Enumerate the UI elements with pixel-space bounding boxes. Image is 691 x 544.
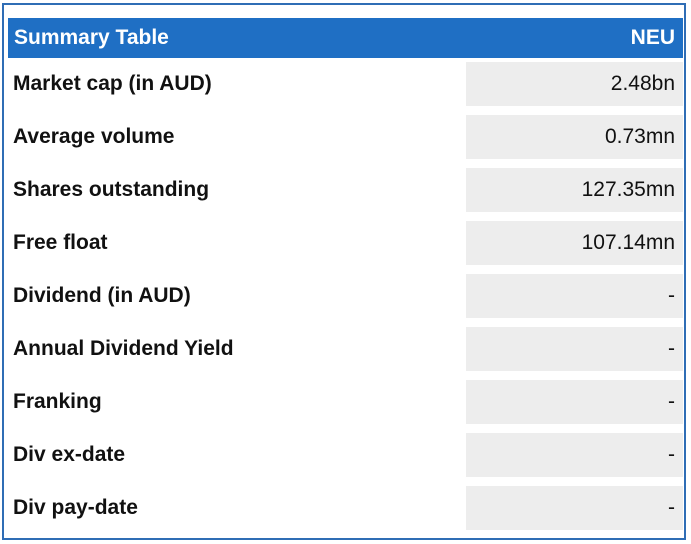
row-value-dividend: - — [466, 274, 683, 318]
row-value-free-float: 107.14mn — [466, 221, 683, 265]
ticker-label: NEU — [630, 26, 675, 49]
table-row: Dividend (in AUD) - — [8, 274, 683, 327]
row-label-free-float: Free float — [13, 231, 108, 254]
row-label-shares-outstanding: Shares outstanding — [13, 178, 210, 201]
row-label-div-pay-date: Div pay-date — [13, 496, 138, 519]
table-row: Free float 107.14mn — [8, 221, 683, 274]
row-label-franking: Franking — [13, 390, 102, 413]
summary-table-header: Summary Table NEU — [8, 18, 683, 58]
table-row: Div ex-date - — [8, 433, 683, 486]
table-row: Annual Dividend Yield - — [8, 327, 683, 380]
row-value-franking: - — [466, 380, 683, 424]
row-value-annual-dividend-yield: - — [466, 327, 683, 371]
row-value-div-ex-date: - — [466, 433, 683, 477]
row-value-shares-outstanding: 127.35mn — [466, 168, 683, 212]
table-row: Div pay-date - — [8, 486, 683, 539]
row-label-market-cap: Market cap (in AUD) — [13, 72, 212, 95]
summary-table-title: Summary Table — [14, 26, 169, 49]
row-value-average-volume: 0.73mn — [466, 115, 683, 159]
row-value-div-pay-date: - — [466, 486, 683, 530]
table-row: Market cap (in AUD) 2.48bn — [8, 62, 683, 115]
summary-table-body: Market cap (in AUD) 2.48bn Average volum… — [8, 62, 683, 539]
row-label-dividend: Dividend (in AUD) — [13, 284, 191, 307]
row-value-market-cap: 2.48bn — [466, 62, 683, 106]
table-row: Franking - — [8, 380, 683, 433]
row-label-div-ex-date: Div ex-date — [13, 443, 126, 466]
row-label-annual-dividend-yield: Annual Dividend Yield — [13, 337, 234, 360]
table-row: Average volume 0.73mn — [8, 115, 683, 168]
table-row: Shares outstanding 127.35mn — [8, 168, 683, 221]
row-label-average-volume: Average volume — [13, 125, 175, 148]
